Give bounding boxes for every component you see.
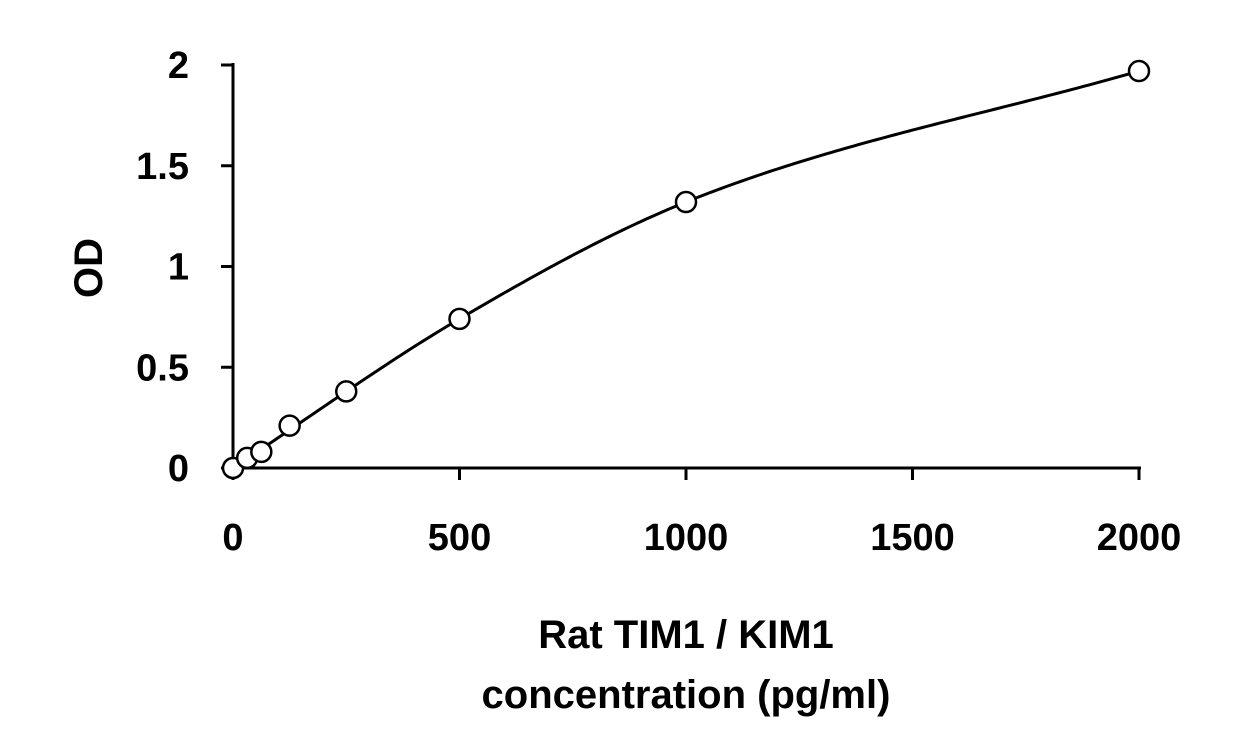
- y-tick-label: 2: [168, 45, 189, 87]
- y-axis-label: OD: [67, 238, 111, 298]
- x-tick-label: 0: [222, 517, 243, 559]
- data-point: [250, 440, 273, 464]
- axes: [231, 63, 1141, 470]
- data-point: [335, 380, 358, 403]
- y-tick-label: 0: [168, 448, 189, 490]
- x-axis-ticks: 0 500 1000 1500 2000: [222, 468, 1181, 559]
- data-point: [278, 414, 301, 437]
- data-point: [1127, 59, 1151, 83]
- x-tick-label: 1500: [870, 517, 955, 559]
- x-axis-label-line-1: Rat TIM1 / KIM1: [538, 613, 834, 657]
- data-point: [448, 307, 471, 331]
- x-axis-label-line-2: concentration (pg/ml): [482, 673, 891, 717]
- y-axis-ticks: 0 0.5 1 1.5 2: [136, 45, 233, 490]
- y-tick-label: 0.5: [136, 347, 189, 389]
- data-point: [674, 190, 698, 214]
- x-tick-label: 500: [428, 517, 491, 559]
- x-tick-label: 1000: [644, 517, 729, 559]
- x-tick-label: 2000: [1097, 517, 1182, 559]
- fit-curve: [232, 69, 1140, 470]
- y-tick-label: 1.5: [136, 146, 189, 188]
- data-points: [221, 59, 1151, 480]
- y-tick-label: 1: [168, 247, 189, 289]
